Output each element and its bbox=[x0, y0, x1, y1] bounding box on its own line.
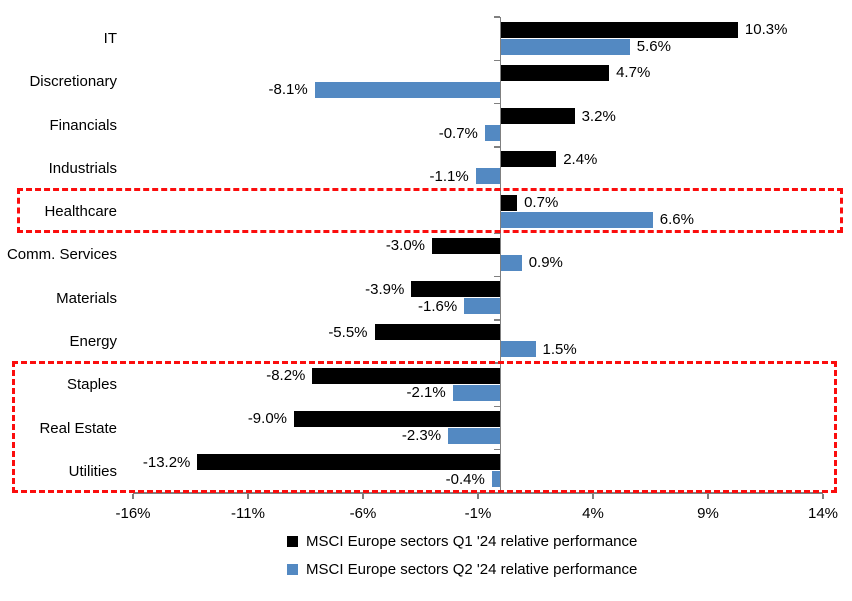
category-label-comm-services: Comm. Services bbox=[6, 246, 117, 264]
bar-q1-materials bbox=[411, 281, 501, 298]
bar-q1-financials bbox=[501, 108, 575, 125]
category-axis-tick bbox=[493, 16, 500, 18]
value-label: 0.7% bbox=[524, 194, 559, 212]
category-label-discretionary: Discretionary bbox=[29, 73, 117, 91]
value-label: 6.6% bbox=[659, 211, 694, 229]
value-label: -2.3% bbox=[401, 427, 442, 445]
category-axis bbox=[499, 17, 501, 493]
category-axis-tick bbox=[493, 102, 500, 105]
value-axis-tick bbox=[247, 493, 249, 499]
bar-q1-real-estate bbox=[294, 410, 501, 427]
axis-tick-label: -1% bbox=[464, 505, 492, 522]
value-label: 5.6% bbox=[636, 38, 671, 55]
category-label-industrials: Industrials bbox=[48, 159, 117, 177]
category-axis-tick bbox=[493, 405, 500, 408]
value-label: 3.2% bbox=[581, 107, 616, 125]
value-label: 0.9% bbox=[528, 254, 563, 272]
bar-q2-financials bbox=[484, 125, 501, 142]
value-label: 1.5% bbox=[542, 340, 577, 358]
axis-tick-label: 14% bbox=[807, 505, 839, 522]
healthcare-box bbox=[17, 188, 843, 234]
value-label: -3.9% bbox=[365, 280, 405, 298]
legend-item-q2: MSCI Europe sectors Q2 '24 relative perf… bbox=[287, 560, 637, 578]
value-label: -0.7% bbox=[438, 124, 478, 142]
axis-tick-label: -11% bbox=[231, 505, 265, 522]
legend-label-q1: MSCI Europe sectors Q1 '24 relative perf… bbox=[306, 532, 638, 550]
value-axis-tick bbox=[822, 493, 824, 499]
value-axis-tick bbox=[362, 493, 364, 499]
bar-q1-healthcare bbox=[501, 194, 518, 211]
value-label: -3.0% bbox=[385, 237, 425, 255]
axis-tick-label: -16% bbox=[115, 505, 151, 522]
legend-item-q1: MSCI Europe sectors Q1 '24 relative perf… bbox=[287, 532, 637, 550]
category-label-materials: Materials bbox=[56, 289, 117, 307]
value-label: 4.7% bbox=[616, 64, 651, 82]
category-axis-tick bbox=[493, 232, 500, 235]
bar-q1-it bbox=[501, 21, 738, 38]
value-label: -1.1% bbox=[429, 167, 469, 185]
category-axis-tick bbox=[493, 146, 500, 148]
value-axis-tick bbox=[477, 493, 479, 499]
chart-legend: MSCI Europe sectors Q1 '24 relative perf… bbox=[287, 532, 637, 578]
value-label: -13.2% bbox=[142, 453, 191, 471]
category-axis-tick bbox=[493, 319, 500, 321]
bar-q2-utilities bbox=[491, 471, 501, 488]
defensive-sectors-box bbox=[12, 361, 837, 493]
bar-q2-discretionary bbox=[314, 81, 501, 98]
legend-swatch-q2-icon bbox=[287, 563, 298, 575]
category-label-energy: Energy bbox=[69, 333, 117, 351]
category-axis-tick bbox=[493, 448, 500, 451]
bar-q1-comm-services bbox=[432, 237, 501, 254]
value-label: 2.4% bbox=[563, 150, 598, 168]
value-axis-tick bbox=[132, 493, 134, 499]
bar-q2-real-estate bbox=[448, 427, 501, 444]
category-label-real-estate: Real Estate bbox=[39, 419, 117, 437]
bar-q2-healthcare bbox=[501, 211, 653, 228]
bar-q2-it bbox=[501, 38, 630, 55]
value-label: -8.2% bbox=[266, 367, 306, 385]
value-label: -8.1% bbox=[268, 81, 308, 99]
bar-q2-energy bbox=[501, 341, 536, 358]
bar-q2-materials bbox=[464, 298, 501, 315]
value-label: -0.4% bbox=[445, 470, 485, 488]
value-label: -5.5% bbox=[328, 323, 368, 341]
bar-q1-discretionary bbox=[501, 64, 610, 81]
bar-q1-industrials bbox=[501, 151, 557, 168]
bar-q2-industrials bbox=[475, 168, 501, 185]
bar-q2-comm-services bbox=[501, 254, 522, 271]
category-label-healthcare: Healthcare bbox=[44, 203, 117, 221]
value-axis-tick bbox=[592, 493, 594, 499]
axis-tick-label: 9% bbox=[697, 505, 719, 522]
value-label: -2.1% bbox=[406, 384, 446, 402]
category-label-it: IT bbox=[103, 30, 117, 48]
category-label-staples: Staples bbox=[66, 376, 117, 394]
bar-q1-utilities bbox=[197, 454, 501, 471]
bar-q1-energy bbox=[374, 324, 501, 341]
axis-tick-label: 4% bbox=[582, 505, 604, 522]
bar-q2-staples bbox=[452, 384, 501, 401]
legend-swatch-q1-icon bbox=[287, 535, 298, 547]
category-axis-tick bbox=[493, 59, 500, 62]
category-label-utilities: Utilities bbox=[68, 462, 117, 480]
legend-label-q2: MSCI Europe sectors Q2 '24 relative perf… bbox=[306, 560, 638, 578]
value-axis-tick bbox=[707, 493, 709, 499]
value-label: -1.6% bbox=[418, 297, 458, 315]
category-label-financials: Financials bbox=[49, 116, 117, 134]
value-label: -9.0% bbox=[247, 410, 287, 428]
value-label: 10.3% bbox=[744, 21, 788, 38]
axis-tick-label: -6% bbox=[349, 505, 377, 522]
category-axis-tick bbox=[493, 275, 500, 278]
bar-q1-staples bbox=[312, 367, 501, 384]
